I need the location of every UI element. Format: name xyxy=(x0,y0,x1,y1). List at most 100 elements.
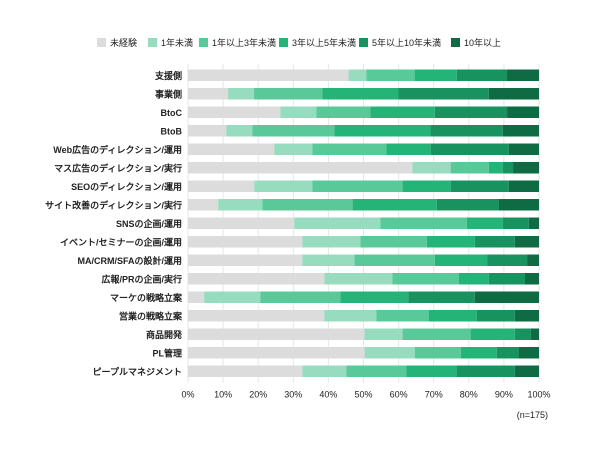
legend-label: 1年以上3年未満 xyxy=(212,37,276,48)
category-label: 広報/PRの企画/実行 xyxy=(101,273,182,284)
x-tick-label: 20% xyxy=(249,390,267,400)
bar-segment xyxy=(294,217,381,229)
bar-segment xyxy=(428,310,477,322)
bar-segment xyxy=(414,347,461,359)
bar-segment xyxy=(370,106,435,118)
bar-segment xyxy=(502,162,514,174)
bar-segment xyxy=(450,180,509,192)
bar-segment xyxy=(434,254,488,266)
bar-segment xyxy=(412,162,451,174)
bar-segment xyxy=(402,180,451,192)
bar-segment xyxy=(430,125,503,137)
bar-segment xyxy=(188,310,325,322)
x-tick-label: 70% xyxy=(425,390,443,400)
bar-segment xyxy=(508,143,539,155)
bar-segment xyxy=(488,88,539,100)
x-tick-label: 100% xyxy=(527,390,550,400)
category-label: Web広告のディレクション/運用 xyxy=(53,144,182,155)
bar-segment xyxy=(487,254,528,266)
bar-segment xyxy=(334,125,431,137)
bar-segment xyxy=(474,291,539,303)
category-label: SEOのディレクション/運用 xyxy=(71,181,182,192)
bar-segment xyxy=(312,180,403,192)
category-label: ピープルマネジメント xyxy=(93,366,182,377)
legend-label: 10年以上 xyxy=(464,37,501,48)
bar-segment xyxy=(524,273,539,285)
bar-segment xyxy=(354,254,435,266)
bar-segment xyxy=(498,199,539,211)
bar-segment xyxy=(346,365,407,377)
bar-segment xyxy=(348,69,367,81)
bar-segment xyxy=(456,365,515,377)
bar-segment xyxy=(456,69,508,81)
bar-segment xyxy=(408,291,475,303)
bar-segment xyxy=(188,125,227,137)
legend-swatch xyxy=(148,38,157,47)
bar-segment xyxy=(514,365,539,377)
category-label: イベント/セミナーの企画/運用 xyxy=(60,236,182,247)
bar-segment xyxy=(360,236,427,248)
bar-segment xyxy=(218,199,263,211)
bar-segment xyxy=(436,199,499,211)
bar-segment xyxy=(254,180,313,192)
bar-segment xyxy=(322,88,399,100)
bar-segment xyxy=(488,162,503,174)
legend-swatch xyxy=(279,38,288,47)
x-tick-label: 0% xyxy=(181,390,194,400)
bar-segment xyxy=(508,180,539,192)
bar-segment xyxy=(188,180,255,192)
bar-segment xyxy=(398,88,489,100)
bar-segment xyxy=(507,106,539,118)
category-label: PL管理 xyxy=(152,347,182,358)
sample-size-note: (n=175) xyxy=(517,410,548,420)
bar-segment xyxy=(460,347,497,359)
legend-swatch xyxy=(359,38,368,47)
x-tick-label: 50% xyxy=(354,390,372,400)
bar-segment xyxy=(302,236,361,248)
bars xyxy=(188,69,539,377)
bar-segment xyxy=(376,310,429,322)
bar-segment xyxy=(312,143,387,155)
bar-segment xyxy=(450,162,489,174)
bar-segment xyxy=(188,273,325,285)
bar-segment xyxy=(364,328,403,340)
bar-segment xyxy=(426,236,475,248)
bar-segment xyxy=(302,365,347,377)
bar-segment xyxy=(402,328,471,340)
bar-segment xyxy=(518,347,539,359)
category-label: BtoC xyxy=(161,108,183,118)
bar-segment xyxy=(530,328,539,340)
bar-segment xyxy=(228,88,255,100)
x-tick-label: 30% xyxy=(284,390,302,400)
bar-segment xyxy=(226,125,253,137)
legend-label: 未経験 xyxy=(110,37,137,48)
legend-label: 5年以上10年未満 xyxy=(372,37,441,48)
bar-segment xyxy=(188,291,205,303)
bar-segment xyxy=(380,217,467,229)
bar-segment xyxy=(528,217,539,229)
bar-segment xyxy=(188,88,229,100)
bar-segment xyxy=(188,106,281,118)
category-label: BtoB xyxy=(161,126,183,136)
bar-segment xyxy=(502,125,539,137)
bar-segment xyxy=(252,125,335,137)
x-tick-label: 40% xyxy=(319,390,337,400)
category-label: MA/CRM/SFAの設計/運用 xyxy=(78,255,183,266)
bar-segment xyxy=(188,69,349,81)
bar-segment xyxy=(496,347,519,359)
bar-segment xyxy=(414,69,457,81)
legend-swatch xyxy=(451,38,460,47)
bar-segment xyxy=(188,365,303,377)
bar-segment xyxy=(340,291,409,303)
bar-segment xyxy=(466,217,503,229)
bar-segment xyxy=(188,254,303,266)
bar-segment xyxy=(188,217,295,229)
bar-segment xyxy=(188,143,275,155)
category-label: マス広告のディレクション/実行 xyxy=(54,162,182,173)
bar-segment xyxy=(324,310,377,322)
x-tick-label: 60% xyxy=(390,390,408,400)
legend-label: 1年未満 xyxy=(161,37,193,48)
bar-segment xyxy=(204,291,261,303)
